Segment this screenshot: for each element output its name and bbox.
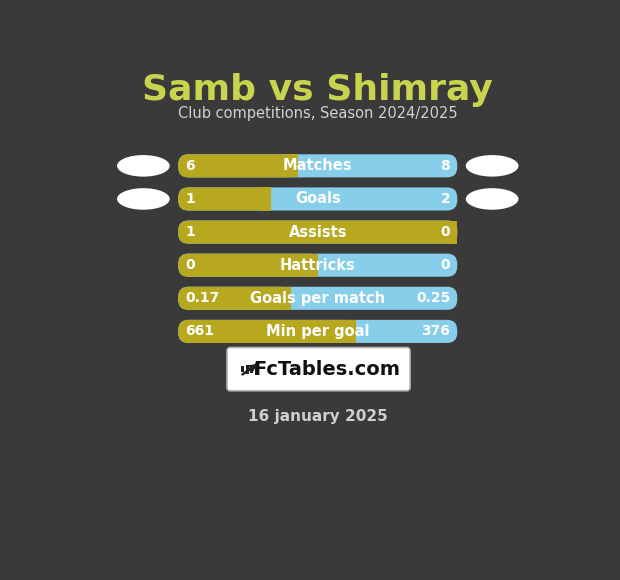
FancyBboxPatch shape: [227, 347, 410, 391]
Text: Goals: Goals: [295, 191, 340, 206]
Ellipse shape: [117, 155, 170, 177]
Ellipse shape: [117, 188, 170, 210]
Text: 2: 2: [441, 192, 450, 206]
Text: 6: 6: [185, 159, 195, 173]
Text: 376: 376: [422, 324, 450, 338]
Text: 0.25: 0.25: [416, 291, 450, 305]
Text: Hattricks: Hattricks: [280, 258, 356, 273]
Text: Goals per match: Goals per match: [250, 291, 385, 306]
Ellipse shape: [466, 155, 518, 177]
Bar: [250, 365, 254, 372]
Bar: [288, 154, 298, 177]
Text: 0: 0: [441, 258, 450, 272]
Text: 0: 0: [185, 258, 195, 272]
Bar: [308, 253, 317, 277]
FancyBboxPatch shape: [179, 287, 291, 310]
Text: 1: 1: [185, 192, 195, 206]
Bar: [261, 187, 272, 211]
FancyBboxPatch shape: [179, 187, 272, 211]
Text: 0.17: 0.17: [185, 291, 219, 305]
Text: Samb vs Shimray: Samb vs Shimray: [143, 74, 493, 107]
FancyBboxPatch shape: [179, 320, 356, 343]
FancyBboxPatch shape: [179, 220, 458, 244]
Text: Assists: Assists: [288, 224, 347, 240]
FancyBboxPatch shape: [179, 253, 317, 277]
Text: Matches: Matches: [283, 158, 353, 173]
Text: Club competitions, Season 2024/2025: Club competitions, Season 2024/2025: [178, 106, 458, 121]
FancyBboxPatch shape: [179, 220, 458, 244]
Ellipse shape: [466, 188, 518, 210]
Text: Min per goal: Min per goal: [266, 324, 370, 339]
FancyBboxPatch shape: [179, 287, 458, 310]
Text: 16 january 2025: 16 january 2025: [248, 408, 388, 423]
Text: 661: 661: [185, 324, 215, 338]
Bar: [246, 364, 249, 374]
Bar: [346, 320, 356, 343]
FancyBboxPatch shape: [179, 187, 458, 211]
Text: 8: 8: [441, 159, 450, 173]
Bar: [447, 220, 458, 244]
Bar: [255, 363, 258, 375]
Text: 1: 1: [185, 225, 195, 239]
FancyBboxPatch shape: [179, 320, 458, 343]
Bar: [281, 287, 291, 310]
Bar: [241, 367, 244, 372]
Text: FcTables.com: FcTables.com: [253, 360, 400, 379]
Text: 0: 0: [441, 225, 450, 239]
FancyBboxPatch shape: [179, 154, 298, 177]
FancyBboxPatch shape: [179, 154, 458, 177]
FancyBboxPatch shape: [179, 253, 458, 277]
